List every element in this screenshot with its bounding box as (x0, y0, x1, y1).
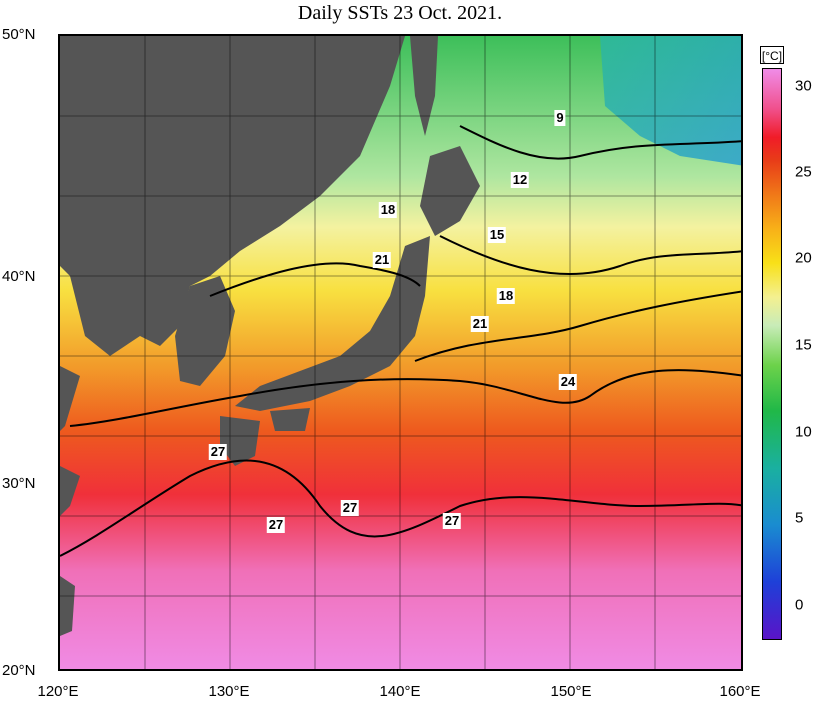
isotherm-line (209, 262, 421, 297)
colorbar-unit: [°C] (760, 46, 784, 64)
sst-map (58, 34, 743, 671)
isotherm-label: 21 (372, 252, 392, 268)
graticule (60, 36, 741, 669)
kyushu-shikoku (220, 408, 310, 466)
isotherm-line (414, 290, 741, 362)
honshu (235, 236, 430, 411)
isotherm-label: 12 (510, 172, 530, 188)
isotherm-label: 18 (378, 202, 398, 218)
isotherm-label: 24 (558, 374, 578, 390)
isotherm-label: 27 (266, 517, 286, 533)
colorbar (762, 68, 782, 640)
isotherm-label: 21 (470, 316, 490, 332)
isotherm-line (439, 235, 741, 276)
isotherm-line (69, 369, 741, 427)
isotherm-label: 27 (442, 513, 462, 529)
colorbar-tick: 10 (795, 423, 812, 441)
isotherm-label: 15 (487, 227, 507, 243)
colorbar-tick: 0 (795, 596, 804, 614)
cold-water-northeast (600, 36, 741, 166)
lat-tick: 50°N (2, 26, 36, 43)
lat-tick: 40°N (2, 268, 36, 285)
isotherm-line (60, 459, 741, 557)
colorbar-tick: 20 (795, 249, 812, 267)
korean-peninsula (175, 276, 235, 386)
lon-tick: 150°E (550, 683, 592, 700)
china-coast (60, 366, 80, 516)
isotherm-label: 9 (554, 110, 566, 126)
lat-tick: 20°N (2, 662, 36, 679)
map-title: Daily SSTs 23 Oct. 2021. (297, 2, 503, 24)
isotherm-line (459, 125, 741, 160)
hokkaido (420, 146, 480, 236)
isotherm-label: 27 (208, 444, 228, 460)
sakhalin (410, 36, 438, 136)
taiwan (60, 576, 75, 636)
sst-field (60, 36, 741, 669)
lon-tick: 120°E (37, 683, 79, 700)
colorbar-tick: 30 (795, 77, 812, 95)
lat-tick: 30°N (2, 475, 36, 492)
colorbar-tick: 5 (795, 509, 804, 527)
lon-tick: 130°E (208, 683, 250, 700)
colorbar-tick: 15 (795, 336, 812, 354)
lon-tick: 140°E (379, 683, 421, 700)
lon-tick: 160°E (719, 683, 761, 700)
colorbar-tick: 25 (795, 163, 812, 181)
isotherm-label: 18 (496, 288, 516, 304)
isotherm-label: 27 (340, 500, 360, 516)
